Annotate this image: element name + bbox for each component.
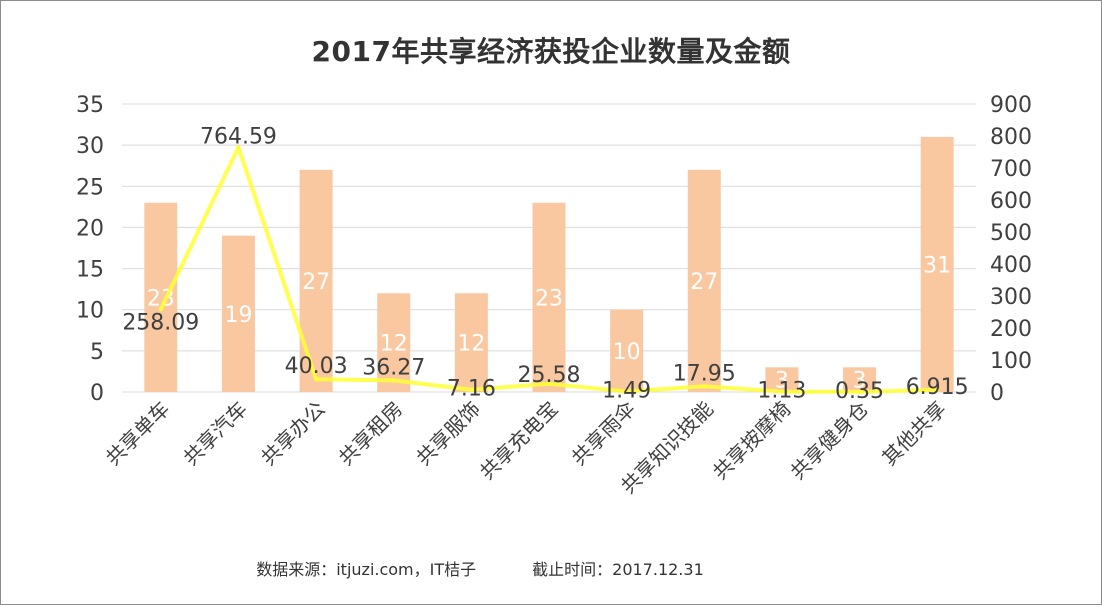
- cutoff-text: 截止时间：2017.12.31: [532, 560, 704, 579]
- right-axis-tick-label: 400: [990, 253, 1032, 278]
- line-point: [547, 381, 551, 386]
- right-axis-tick-label: 800: [990, 125, 1032, 150]
- chart-title: 2017年共享经济获投企业数量及金额: [311, 35, 791, 68]
- line-data-label: 764.59: [200, 124, 277, 149]
- category-label: 共享服饰: [411, 397, 485, 471]
- category-label: 共享按摩椅: [708, 397, 796, 485]
- line-point: [702, 384, 707, 389]
- left-axis-tick-label: 5: [90, 340, 104, 365]
- line-data-labels: 258.09 764.59 40.03 36.27 7.16 25.58 1.49 17.95…: [122, 124, 968, 404]
- category-label: 共享汽车: [178, 397, 252, 471]
- line-series: [158, 145, 940, 394]
- category-label: 共享充电宝: [475, 397, 563, 485]
- bar: [687, 169, 721, 392]
- left-axis-tick-label: 25: [76, 175, 104, 200]
- bar-data-label: 12: [457, 332, 485, 357]
- bar: [299, 169, 333, 392]
- line-data-label: 25.58: [518, 363, 581, 388]
- line-data-label: 40.03: [285, 354, 348, 379]
- bar-data-label: 19: [224, 303, 252, 328]
- bar: [920, 136, 954, 392]
- line-point: [236, 145, 241, 150]
- left-axis-tick-label: 10: [76, 299, 104, 324]
- bar-data-label: 12: [380, 332, 408, 357]
- line-data-label: 6.915: [906, 375, 969, 400]
- line-point: [158, 307, 163, 312]
- line-data-label: 36.27: [362, 355, 425, 380]
- line-data-label: 1.13: [757, 379, 806, 404]
- right-axis-tick-label: 700: [990, 157, 1032, 182]
- right-axis-tick-label: 900: [990, 93, 1032, 118]
- bar-data-label: 27: [302, 270, 330, 295]
- bar-series: [144, 136, 954, 392]
- right-axis-tick-label: 500: [990, 221, 1032, 246]
- bar: [532, 202, 566, 392]
- bar-data-label: 27: [690, 270, 718, 295]
- right-axis-tick-label: 600: [990, 189, 1032, 214]
- line-point: [624, 389, 629, 394]
- bar: [144, 202, 178, 392]
- line-point: [935, 387, 940, 392]
- right-axis-tick-label: 0: [990, 381, 1004, 406]
- line-data-label: 258.09: [122, 310, 199, 335]
- line-point: [314, 377, 319, 382]
- bar: [610, 309, 644, 392]
- category-label: 共享雨伞: [567, 397, 641, 471]
- bar-data-label: 23: [535, 286, 563, 311]
- right-axis-tick-label: 200: [990, 317, 1032, 342]
- line-data-label: 1.49: [602, 379, 651, 404]
- source-note: 数据来源：itjuzi.com，IT桔子 截止时间：2017.12.31: [0, 556, 960, 580]
- left-axis-tick-label: 0: [90, 381, 104, 406]
- bar: [221, 235, 255, 392]
- bar-data-label: 3: [853, 369, 867, 394]
- left-axis-tick-label: 20: [76, 216, 104, 241]
- line-point: [779, 389, 784, 394]
- bar-data-label: 3: [775, 369, 789, 394]
- line-data-label: 0.35: [835, 379, 884, 404]
- left-axis-tick-label: 35: [76, 93, 104, 118]
- bar: [765, 367, 799, 392]
- right-axis-tick-label: 300: [990, 285, 1032, 310]
- right-axis-tick-label: 100: [990, 349, 1032, 374]
- bar-data-label: 31: [923, 253, 951, 278]
- line-point: [469, 387, 474, 392]
- line-data-label: 7.16: [447, 377, 496, 402]
- bar: [454, 293, 488, 392]
- left-axis-ticks: 0 5 10 15 20 25 30 35: [76, 93, 104, 406]
- source-text: 数据来源：itjuzi.com，IT桔子: [256, 560, 477, 579]
- bar: [377, 293, 411, 392]
- category-label: 共享租房: [334, 397, 408, 471]
- line-data-label: 17.95: [673, 361, 736, 386]
- line-point: [391, 378, 396, 383]
- bar-data-label: 10: [613, 340, 641, 365]
- bar: [843, 367, 877, 392]
- category-label: 共享办公: [256, 397, 330, 471]
- left-axis-tick-label: 30: [76, 134, 104, 159]
- category-label: 共享健身仓: [785, 397, 873, 485]
- category-label: 共享单车: [101, 397, 175, 471]
- category-label: 其他共享: [877, 397, 951, 471]
- left-axis-tick-label: 15: [76, 258, 104, 283]
- right-axis-ticks: 0 100 200 300 400 500 600 700 800 900: [990, 93, 1032, 406]
- line-point: [857, 389, 862, 394]
